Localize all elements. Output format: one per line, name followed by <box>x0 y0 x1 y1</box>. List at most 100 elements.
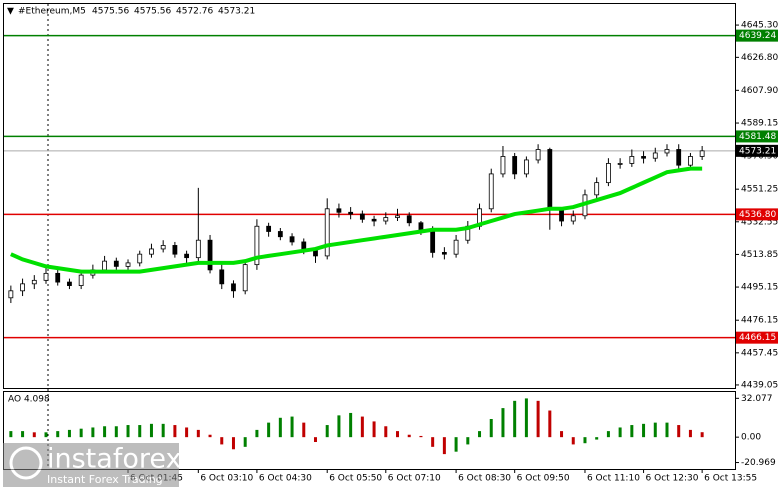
ao-bar <box>243 437 247 447</box>
symbol: #Ethereum,M5 <box>18 7 86 17</box>
candle-body <box>500 156 506 175</box>
moving-average <box>10 166 703 274</box>
header-value: 4573.21 <box>218 7 255 17</box>
ao-bar <box>583 437 587 444</box>
price-panel <box>3 3 736 389</box>
ao-bar <box>372 421 376 438</box>
x-tick-label: 6 Oct 03:10 <box>200 474 253 484</box>
ao-bar <box>32 432 36 438</box>
y-tick-label: 4607.90 <box>741 86 778 96</box>
y-tick-label: -20.969 <box>741 458 776 468</box>
candle-body <box>254 225 260 266</box>
ao-bar <box>677 425 681 438</box>
header-value: 4572.76 <box>176 7 213 17</box>
ao-bar <box>442 437 446 455</box>
ao-bar <box>103 426 107 438</box>
candle-body <box>313 250 318 257</box>
x-tick-label: 6 Oct 05:50 <box>329 474 382 484</box>
ao-bar <box>302 422 306 438</box>
candle-body <box>231 283 236 292</box>
ao-bar <box>548 410 552 438</box>
ao-bar <box>337 415 341 438</box>
ao-bar <box>220 437 224 445</box>
candle-body <box>453 239 459 255</box>
candle-body <box>547 149 553 210</box>
ao-bar <box>642 423 646 438</box>
y-tick-label: 4476.15 <box>741 316 778 326</box>
ao-bar <box>501 408 505 438</box>
y-tick-label: 4513.85 <box>741 250 778 260</box>
menu-arrow: ▼ <box>7 7 14 17</box>
ao-bar <box>630 425 634 438</box>
ao-bar <box>290 416 294 438</box>
candle-body <box>242 264 248 292</box>
header-value: 4575.56 <box>134 7 171 17</box>
ao-panel <box>3 391 736 470</box>
level-label: 4639.24 <box>739 31 776 41</box>
ao-bar <box>571 437 575 445</box>
ao-bar <box>536 400 540 438</box>
candle-body <box>383 217 389 222</box>
candle-body <box>67 281 72 286</box>
y-tick-label: 4645.30 <box>741 21 778 31</box>
candle-body <box>535 149 541 161</box>
level-tag <box>736 29 778 42</box>
y-tick-label: 4551.25 <box>741 185 778 195</box>
candle-body <box>219 269 225 285</box>
x-tick-label: 6 Oct 04:30 <box>259 474 312 484</box>
candle-body <box>277 231 283 238</box>
candle-body <box>664 149 670 154</box>
candle-body <box>55 272 61 283</box>
candle-body <box>523 159 529 175</box>
ao-bar <box>606 431 610 438</box>
candle-body <box>160 245 166 250</box>
ao-bar <box>56 431 60 438</box>
ao-bar <box>360 416 364 438</box>
y-tick-label: 0.00 <box>741 433 761 443</box>
y-tick-label: 4439.05 <box>741 380 778 390</box>
candle-body <box>570 215 576 222</box>
candle-body <box>430 229 436 253</box>
ao-bar <box>79 428 83 438</box>
candle-body <box>488 173 494 210</box>
candle-body <box>359 213 365 220</box>
candle-body <box>324 208 330 257</box>
ao-bar <box>513 400 517 438</box>
candle-body <box>348 211 354 215</box>
candle-body <box>594 182 600 196</box>
header-value: 4575.56 <box>92 7 129 17</box>
ao-bar <box>185 427 189 438</box>
candle-body <box>31 279 37 285</box>
y-tick-label: 4495.15 <box>741 283 778 293</box>
y-tick-label: 4626.80 <box>741 53 778 63</box>
ao-bar <box>9 431 13 438</box>
price-tag <box>736 144 778 157</box>
candle-body <box>289 236 295 243</box>
ao-bar <box>665 422 669 438</box>
ao-bar <box>454 437 458 452</box>
level-label: 4581.48 <box>739 132 776 142</box>
x-tick-label: 6 Oct 12:30 <box>646 474 699 484</box>
ao-title: AO 4.098 <box>8 395 50 405</box>
watermark-brand: instaforex <box>47 444 181 475</box>
level-label: 4536.80 <box>739 210 776 220</box>
level-tag <box>736 130 778 143</box>
ao-bar <box>91 427 95 438</box>
ao-bar <box>325 425 329 438</box>
ao-bar <box>419 435 423 438</box>
ao-bar <box>653 422 657 438</box>
candle-body <box>441 252 447 255</box>
ao-bar <box>67 429 71 438</box>
candle-body <box>113 260 119 267</box>
ao-bar <box>407 434 411 438</box>
ao-bar <box>560 431 564 438</box>
y-tick-label: 32.077 <box>741 394 773 404</box>
ao-bar <box>21 431 25 438</box>
candle-body <box>137 253 143 264</box>
candle-body <box>652 152 658 159</box>
candle-body <box>184 253 190 259</box>
y-tick-label: 4532.55 <box>741 217 778 227</box>
watermark-tagline: Instant Forex Trading <box>47 473 163 486</box>
x-tick-label: 6 Oct 11:10 <box>587 474 640 484</box>
